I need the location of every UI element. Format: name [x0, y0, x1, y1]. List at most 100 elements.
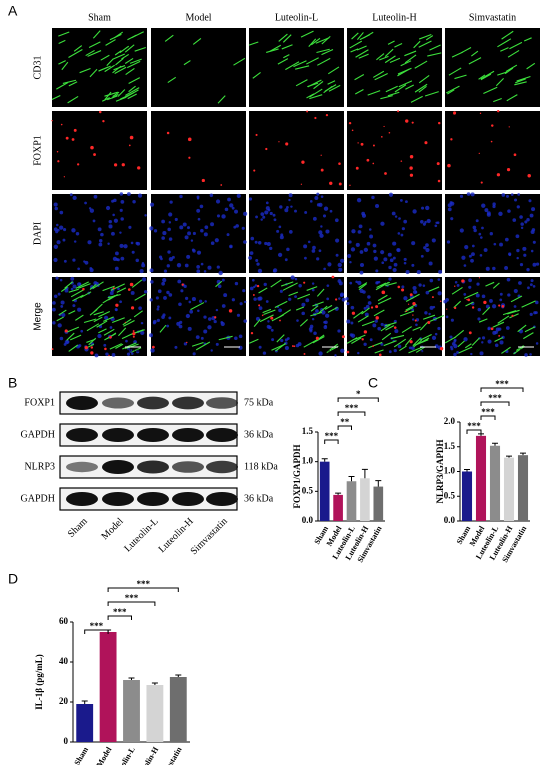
foxp1-signal: [214, 316, 217, 319]
vessel: [375, 281, 390, 291]
scale-bar-label: 200 μm: [125, 349, 140, 354]
nucleus: [473, 228, 477, 233]
nucleus: [224, 207, 229, 212]
nucleus: [249, 286, 254, 291]
vessel: [60, 286, 68, 293]
nucleus: [358, 224, 363, 229]
vessel: [51, 94, 61, 101]
bar: [99, 632, 117, 742]
vessel: [358, 282, 368, 289]
nucleus: [305, 298, 310, 303]
nucleus: [161, 236, 165, 240]
foxp1-signal: [121, 163, 125, 167]
foxp1-signal: [498, 304, 501, 307]
nucleus: [468, 278, 472, 283]
blot-band: [66, 461, 98, 473]
foxp1-signal: [253, 169, 256, 172]
micrograph: [445, 192, 540, 273]
vessel: [414, 60, 428, 69]
nucleus: [253, 285, 256, 289]
nucleus: [204, 225, 209, 230]
vessel: [376, 53, 385, 61]
significance-label: ***: [125, 593, 139, 603]
vessel: [492, 321, 505, 328]
vessel: [252, 71, 261, 79]
nucleus: [196, 265, 200, 269]
micrograph: [347, 28, 442, 107]
nucleus: [97, 333, 102, 339]
foxp1-signal: [467, 298, 471, 302]
nucleus: [359, 270, 364, 275]
foxp1-signal: [349, 184, 351, 186]
nucleus: [167, 227, 171, 232]
nucleus: [529, 353, 532, 356]
bar: [76, 704, 94, 742]
nucleus: [472, 225, 477, 230]
nucleus: [463, 264, 467, 267]
blot-band: [172, 461, 204, 473]
nucleus: [388, 192, 394, 197]
vessel: [398, 80, 413, 88]
foxp1-signal: [127, 288, 131, 291]
vessel: [327, 66, 340, 75]
nucleus: [56, 223, 59, 227]
row-label: FOXP1: [32, 135, 43, 166]
vessel: [405, 293, 420, 302]
foxp1-signal: [300, 183, 303, 185]
nucleus: [311, 317, 315, 321]
micrograph: [248, 28, 344, 107]
nucleus: [254, 284, 258, 287]
nucleus: [483, 248, 488, 253]
foxp1-signal: [479, 112, 482, 115]
vessel: [384, 322, 397, 327]
foxp1-signal: [261, 314, 264, 317]
nucleus: [109, 326, 113, 329]
nucleus: [123, 244, 128, 249]
nucleus: [456, 283, 460, 287]
nucleus: [363, 247, 369, 253]
foxp1-signal: [405, 119, 409, 123]
vessel: [218, 335, 233, 341]
nucleus: [350, 247, 356, 252]
vessel: [103, 316, 114, 322]
vessel: [401, 326, 412, 334]
nucleus: [375, 203, 380, 208]
nucleus: [298, 284, 302, 288]
nucleus: [182, 222, 187, 227]
nucleus: [78, 282, 82, 286]
vessel: [478, 318, 488, 323]
nucleus: [52, 321, 56, 325]
nucleus: [286, 247, 290, 252]
nucleus: [258, 306, 263, 310]
y-tick-label: 20: [59, 696, 69, 706]
y-tick-label: 60: [59, 616, 69, 626]
vessel: [306, 286, 318, 291]
foxp1-signal: [303, 353, 306, 355]
nucleus: [113, 198, 117, 203]
nucleus: [248, 255, 253, 260]
nucleus: [499, 292, 503, 296]
nucleus: [481, 294, 486, 299]
foxp1-signal: [331, 275, 335, 279]
nucleus: [187, 326, 192, 331]
nucleus: [373, 249, 377, 254]
nucleus: [412, 285, 417, 291]
nucleus: [111, 231, 115, 236]
vessel: [285, 61, 300, 71]
nucleus: [366, 241, 371, 246]
nucleus: [256, 262, 260, 266]
blot-band: [206, 428, 238, 442]
nucleus: [214, 238, 219, 243]
vessel: [351, 337, 362, 345]
nucleus: [166, 290, 170, 295]
vessel: [453, 300, 462, 309]
vessel: [68, 81, 78, 87]
significance-label: ***: [136, 579, 150, 589]
vessel: [379, 55, 389, 61]
nucleus: [412, 289, 418, 294]
nucleus: [218, 270, 223, 276]
vessel: [412, 326, 421, 331]
vessel: [328, 84, 341, 92]
x-tick-label: Simvastatin: [156, 745, 184, 765]
nucleus: [335, 238, 340, 243]
